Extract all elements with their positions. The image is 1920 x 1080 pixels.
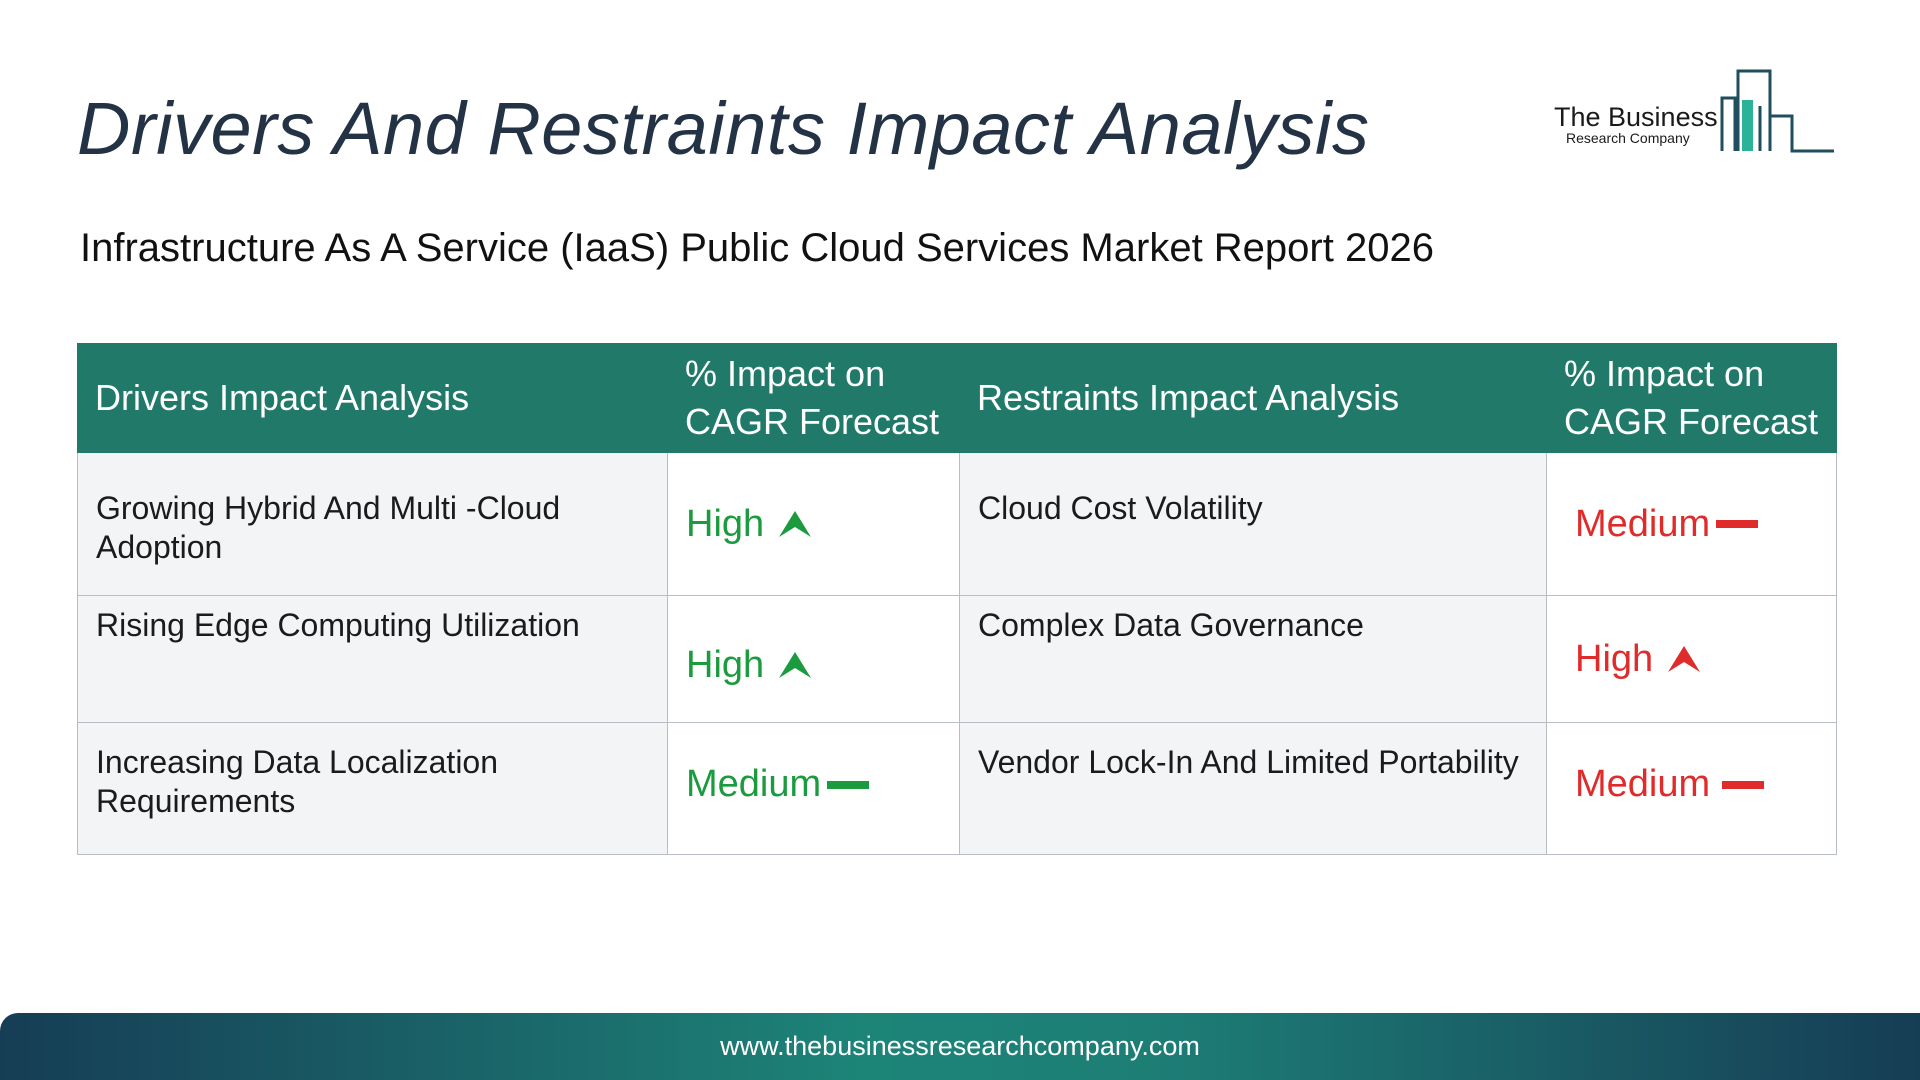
driver-impact-cell: Medium [667, 723, 959, 854]
restraint-cell: Vendor Lock-In And Limited Portability [959, 723, 1546, 854]
arrow-up-icon [779, 652, 812, 678]
impact-table: Drivers Impact Analysis % Impact on CAGR… [77, 343, 1837, 855]
table-header: Drivers Impact Analysis % Impact on CAGR… [77, 343, 1837, 453]
driver-cell: Growing Hybrid And Multi -Cloud Adoption [77, 453, 667, 595]
logo-name: The Business [1554, 102, 1718, 132]
restraint-cell: Complex Data Governance [959, 596, 1546, 722]
driver-impact: Medium [686, 763, 870, 805]
driver-impact: High [686, 502, 812, 545]
company-logo: The Business Research Company [1552, 66, 1842, 156]
page-title: Drivers And Restraints Impact Analysis [77, 87, 1370, 170]
arrow-up-icon [779, 511, 812, 537]
restraint-impact-label: Medium [1575, 502, 1711, 545]
table-row: Growing Hybrid And Multi -Cloud Adoption… [77, 453, 1837, 596]
header-restraint-impact: % Impact on CAGR Forecast [1564, 353, 1819, 442]
logo-buildings-icon [1720, 69, 1834, 153]
footer-bar: www.thebusinessresearchcompany.com [0, 1013, 1920, 1080]
driver-impact-label: Medium [686, 763, 822, 805]
driver-impact-cell: High [667, 596, 959, 722]
driver-label: Growing Hybrid And Multi -Cloud Adoption [96, 490, 561, 565]
dash-icon [1722, 780, 1765, 789]
restraint-impact-label: Medium [1575, 763, 1711, 805]
driver-impact-label: High [686, 502, 765, 545]
header-restraints: Restraints Impact Analysis [977, 377, 1400, 418]
restraint-impact: Medium [1575, 502, 1759, 545]
report-subtitle: Infrastructure As A Service (IaaS) Publi… [80, 226, 1434, 270]
dash-icon [827, 780, 870, 789]
restraint-label: Complex Data Governance [978, 607, 1364, 643]
footer-url[interactable]: www.thebusinessresearchcompany.com [720, 1031, 1200, 1061]
arrow-up-icon [1668, 646, 1701, 672]
restraint-impact-cell: Medium [1546, 723, 1837, 854]
driver-impact: High [686, 643, 812, 686]
driver-impact-cell: High [667, 453, 959, 595]
driver-cell: Rising Edge Computing Utilization [77, 596, 667, 722]
logo-subtitle: Research Company [1566, 130, 1690, 146]
restraint-cell: Cloud Cost Volatility [959, 453, 1546, 595]
driver-impact-label: High [686, 643, 765, 686]
restraint-impact-cell: High [1546, 596, 1837, 722]
restraint-impact-cell: Medium [1546, 453, 1837, 595]
restraint-label: Vendor Lock-In And Limited Portability [978, 744, 1519, 780]
restraint-impact: High [1575, 637, 1701, 680]
header-driver-impact: % Impact on CAGR Forecast [685, 353, 940, 442]
driver-cell: Increasing Data Localization Requirement… [77, 723, 667, 854]
restraint-impact: Medium [1575, 763, 1765, 805]
driver-label: Rising Edge Computing Utilization [96, 607, 580, 643]
header-drivers: Drivers Impact Analysis [95, 377, 470, 418]
dash-icon [1716, 520, 1759, 528]
driver-label: Increasing Data Localization Requirement… [96, 744, 499, 819]
table-row: Rising Edge Computing Utilization High C… [77, 596, 1837, 723]
restraint-label: Cloud Cost Volatility [978, 490, 1263, 526]
restraint-impact-label: High [1575, 637, 1654, 680]
table-row: Increasing Data Localization Requirement… [77, 723, 1837, 855]
